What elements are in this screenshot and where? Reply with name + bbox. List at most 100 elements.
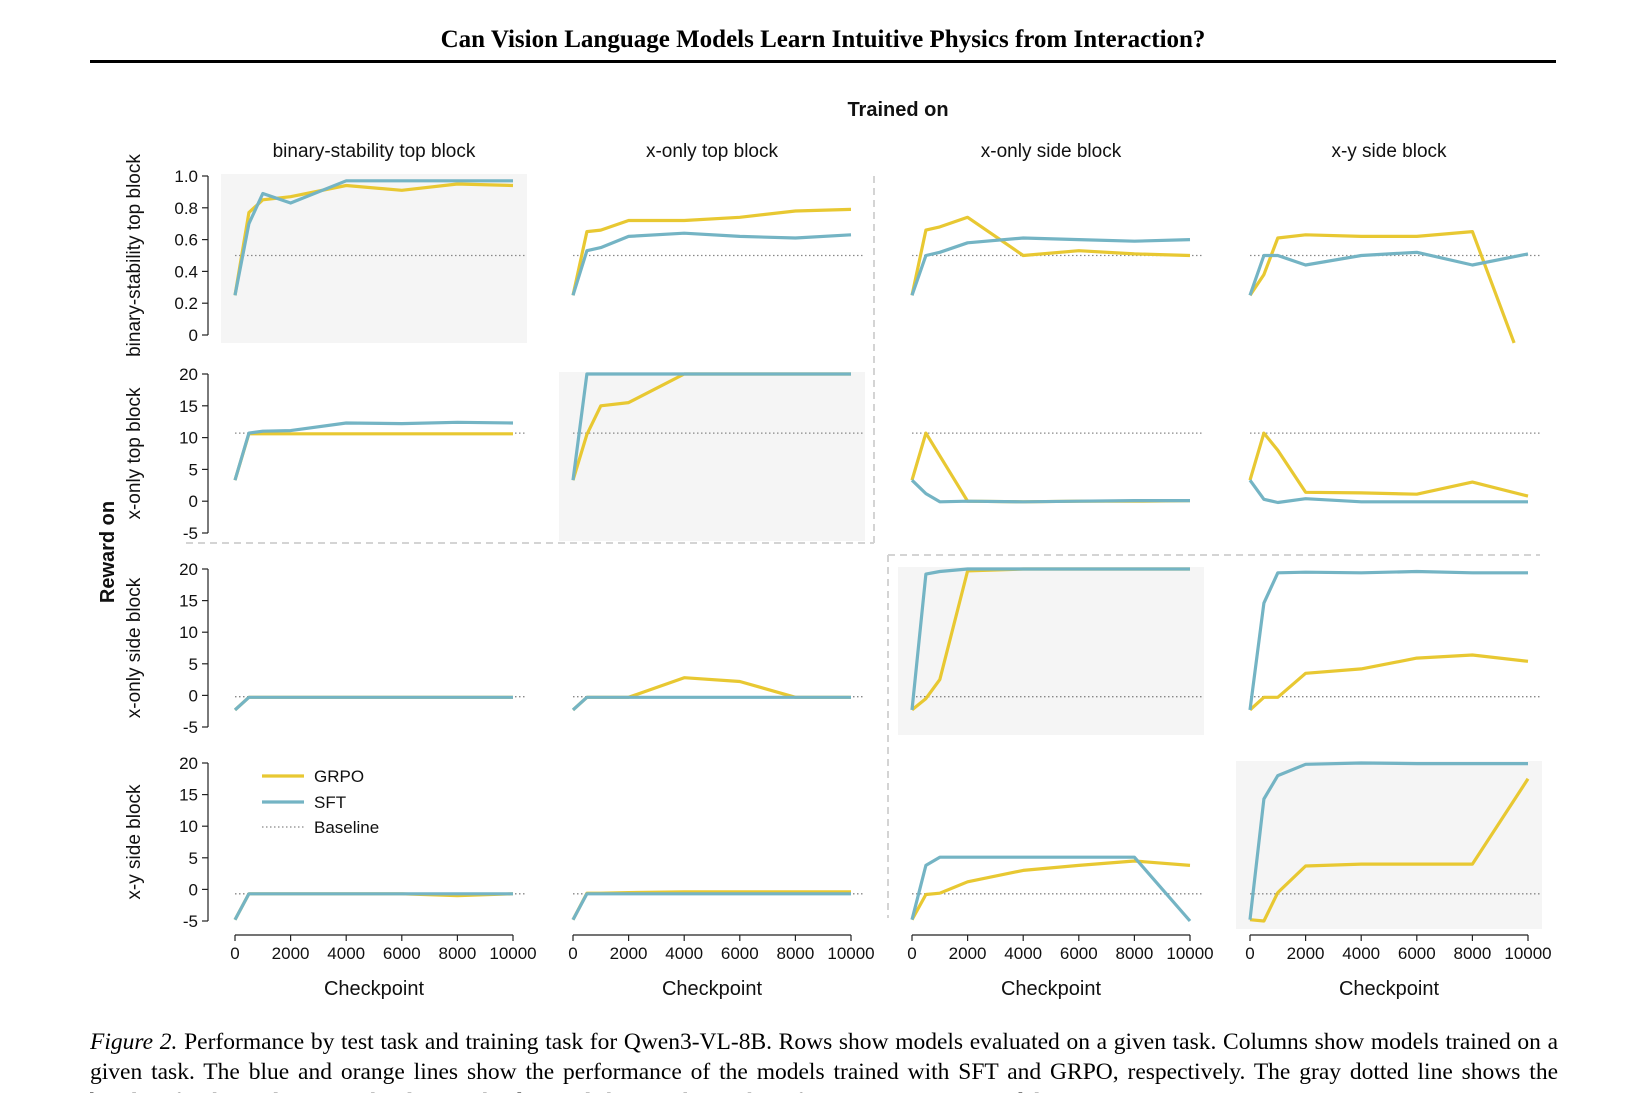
figure-2-chart-grid: Trained on Reward on binary-stability to… [97, 99, 1552, 1000]
series-line-sft [1248, 761, 1528, 920]
y-tick-label: 0.2 [174, 294, 198, 313]
row-label-x-only-side-block: x-only side block [124, 577, 145, 718]
series-line-grpo [1248, 653, 1529, 712]
x-tick-label: 2000 [949, 944, 987, 963]
diagonal-background [898, 567, 1204, 735]
panel-r1-c4 [1248, 230, 1540, 344]
legend-entry-baseline: Baseline [262, 818, 379, 837]
series-line-sft [1248, 250, 1529, 296]
series-line-sft [910, 567, 1190, 711]
series-line-sft [233, 695, 513, 712]
panel-r4-c2: 0 2000 4000 6000 8000 10000 Checkpoint [568, 890, 875, 1000]
x-tick-label: 0 [1245, 944, 1254, 963]
y-tick-label: 0.6 [174, 231, 198, 250]
series-line-sft [571, 892, 851, 921]
y-tick-label: 15 [179, 592, 198, 611]
x-axis-label: Checkpoint [1001, 978, 1102, 1000]
panel-r3-c1: -5 0 5 10 15 20 [179, 560, 525, 737]
panel-r4-c1: -5 0 5 10 15 20 0 2000 4000 6000 8000 10000 Checkpoi… [179, 754, 537, 1000]
series-line-grpo [571, 676, 851, 712]
y-tick-label: 10 [179, 429, 198, 448]
panels-layer: binary-stability top block x-only top blo… [124, 141, 1552, 1000]
series-line-sft [233, 179, 513, 296]
y-tick-label: 0 [189, 326, 198, 345]
x-tick-label: 6000 [721, 944, 759, 963]
x-tick-label: 8000 [438, 944, 476, 963]
series-line-grpo [910, 215, 1191, 296]
y-tick-label: -5 [183, 524, 198, 543]
panel-r1-c1: 0 0.2 0.4 0.6 0.8 1.0 [174, 167, 527, 345]
x-tick-label: 4000 [1004, 944, 1042, 963]
series-line-grpo [571, 207, 852, 296]
trained-on-label: Trained on [847, 99, 948, 121]
x-tick-label: 8000 [1115, 944, 1153, 963]
panel-r3-c2 [571, 676, 863, 712]
y-tick-label: 1.0 [174, 167, 198, 186]
series-line-sft [571, 231, 852, 296]
series-line-sft [571, 372, 851, 481]
diagonal-background [559, 372, 865, 541]
x-tick-label: 6000 [1398, 944, 1436, 963]
legend-entry-sft: SFT [262, 793, 346, 812]
row-label-x-y-side-block: x-y side block [124, 784, 145, 900]
column-title-binary-stability-top-block: binary-stability top block [273, 141, 476, 162]
panel-r1-c3 [910, 215, 1202, 296]
column-title-x-only-top-block: x-only top block [646, 141, 779, 162]
x-tick-label: 0 [230, 944, 239, 963]
y-tick-label: 0.4 [174, 262, 198, 281]
panel-r2-c4 [1248, 431, 1540, 505]
series-line-grpo [233, 892, 514, 921]
x-tick-label: 10000 [827, 944, 874, 963]
x-tick-label: 4000 [327, 944, 365, 963]
reward-on-label: Reward on [97, 501, 119, 603]
diagonal-background [1236, 761, 1542, 929]
y-tick-label: 20 [179, 365, 198, 384]
legend-label: Baseline [314, 818, 379, 837]
column-title-x-only-side-block: x-only side block [981, 141, 1122, 162]
x-tick-label: 0 [907, 944, 916, 963]
diagonal-separators [186, 176, 1540, 918]
x-tick-label: 10000 [489, 944, 536, 963]
series-line-grpo [910, 859, 1191, 921]
x-axis-label: Checkpoint [662, 978, 763, 1000]
diagonal-background [221, 174, 527, 343]
y-tick-label: 10 [179, 817, 198, 836]
title-rule [90, 60, 1556, 63]
series-line-sft [910, 479, 1190, 504]
row-label-binary-stability-top-block: binary-stability top block [124, 154, 145, 357]
series-line-grpo [1248, 230, 1516, 344]
panel-r4-c4: 0 2000 4000 6000 8000 10000 Checkpoint [1236, 761, 1552, 1000]
series-line-sft [233, 420, 514, 481]
y-tick-label: 0 [189, 686, 198, 705]
series-line-sft [910, 236, 1191, 296]
x-tick-label: 6000 [383, 944, 421, 963]
series-line-grpo [1248, 431, 1529, 498]
x-tick-label: 8000 [776, 944, 814, 963]
series-line-grpo [910, 431, 1191, 504]
x-tick-label: 10000 [1166, 944, 1213, 963]
y-tick-label: 15 [179, 786, 198, 805]
y-tick-label: -5 [183, 912, 198, 931]
legend-label: SFT [314, 793, 346, 812]
y-tick-label: 20 [179, 754, 198, 773]
series-line-grpo [233, 695, 513, 712]
panel-r1-c2 [571, 207, 863, 296]
x-tick-label: 6000 [1060, 944, 1098, 963]
y-tick-label: 10 [179, 623, 198, 642]
panel-r2-c3 [910, 431, 1202, 504]
y-tick-label: 5 [189, 460, 198, 479]
y-tick-label: 5 [189, 849, 198, 868]
legend: GRPO SFT Baseline [262, 767, 379, 837]
caption-lead: Figure 2. [90, 1029, 178, 1055]
x-tick-label: 4000 [1342, 944, 1380, 963]
x-tick-label: 4000 [665, 944, 703, 963]
x-tick-label: 10000 [1504, 944, 1551, 963]
series-line-sft [233, 892, 513, 921]
panel-r2-c1: -5 0 5 10 15 20 [179, 365, 525, 543]
legend-label: GRPO [314, 767, 364, 786]
row-label-x-only-top-block: x-only top block [124, 387, 145, 520]
panel-r4-c3: 0 2000 4000 6000 8000 10000 Checkpoint [907, 855, 1214, 1000]
y-tick-label: 5 [189, 655, 198, 674]
y-tick-label: 20 [179, 560, 198, 579]
